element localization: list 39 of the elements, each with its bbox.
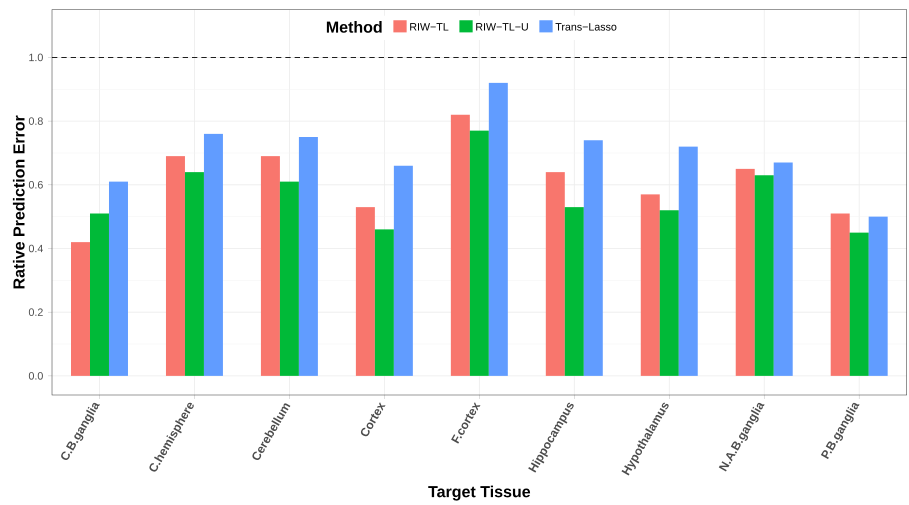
bar <box>90 213 109 376</box>
bar <box>166 156 185 376</box>
bar <box>450 114 470 376</box>
bar <box>736 168 755 376</box>
y-tick-label: 0.8 <box>28 117 43 125</box>
bar <box>584 140 603 376</box>
bar <box>678 146 698 376</box>
legend-label: Trans−Lasso <box>556 23 616 31</box>
bar <box>394 166 413 376</box>
y-tick-label: 1.0 <box>29 54 43 62</box>
legend-title: Method <box>326 21 382 33</box>
bar <box>260 156 280 376</box>
bar <box>850 232 869 376</box>
y-tick-label: 0.6 <box>28 181 43 189</box>
bar <box>564 207 584 376</box>
y-tick-label: 0.4 <box>28 244 43 252</box>
bar <box>488 82 508 376</box>
x-axis-title: Target Tissue <box>428 486 530 501</box>
y-axis-title: Rative Prediction Error <box>12 115 25 288</box>
bar <box>204 134 223 376</box>
bar <box>108 182 128 376</box>
bar <box>470 130 489 376</box>
bar <box>830 213 850 376</box>
bar <box>660 210 679 376</box>
bar <box>298 137 318 376</box>
bar <box>71 242 90 376</box>
bar <box>374 229 394 376</box>
bar <box>184 172 204 376</box>
bar <box>774 162 793 376</box>
legend-label: RIW−TL−U <box>476 23 528 31</box>
bar <box>754 175 774 376</box>
legend-label: RIW−TL <box>410 23 448 31</box>
bar <box>280 182 299 376</box>
bar <box>356 207 375 376</box>
y-tick-label: 0.2 <box>28 308 43 316</box>
bar <box>546 172 565 376</box>
bar <box>868 216 888 376</box>
bar <box>640 194 660 376</box>
y-tick-label: 0.0 <box>28 372 43 380</box>
